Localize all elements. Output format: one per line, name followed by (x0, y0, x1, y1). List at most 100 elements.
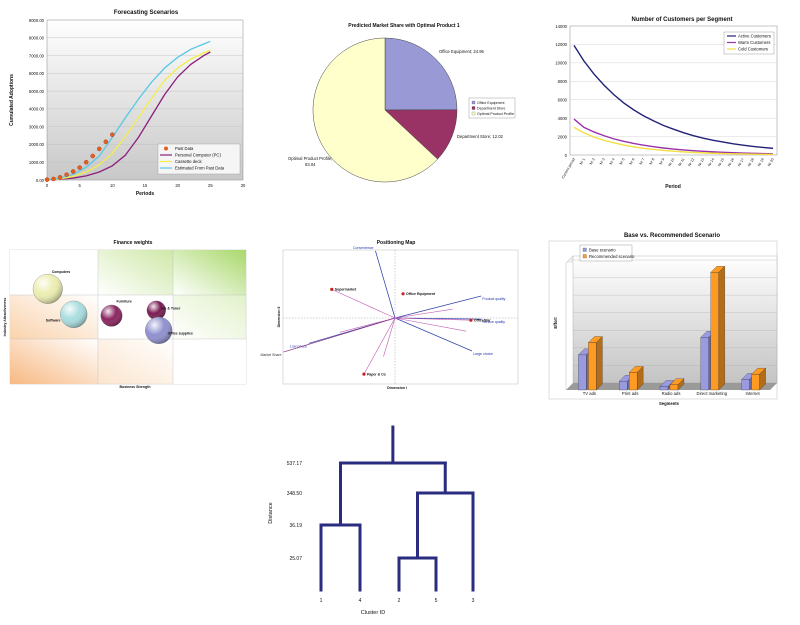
customers-legend-1: Warm Customers (738, 40, 770, 45)
positioning-vector-label: Convenience (353, 246, 373, 250)
scenario-legend-0: Base scenario (589, 248, 616, 253)
forecast-past-point (103, 139, 109, 145)
forecast-past-point (83, 159, 89, 165)
forecast-xtick: 20 (175, 183, 180, 188)
positioning-xlabel: Dimension I (387, 386, 407, 390)
dendrogram-chart: 537.17 348.50 36.19 25.07 1 4 2 5 3 Distance Cl… (268, 425, 475, 616)
positioning-object-line (339, 317, 396, 333)
scenario-xlabel: Segments (659, 401, 680, 406)
customers-xtick: Nr 14 (707, 158, 715, 168)
dendrogram-ytick: 537.17 (287, 461, 303, 467)
scenario-bar (700, 337, 709, 391)
pie-label-2b: 63.04 (305, 162, 316, 167)
pie-label-1: Department Store; 12.02 (457, 134, 504, 139)
pie-slice (312, 37, 438, 183)
scenario-bar (710, 272, 719, 391)
positioning-vector-label: Product quality (482, 297, 505, 301)
forecast-ytick: 4000.00 (29, 107, 45, 112)
positioning-vector-label: Large choice (473, 352, 493, 356)
forecast-legend-3: Estimated From Past Data (175, 166, 225, 171)
pie-label-2a: Optimal Product Profile; (288, 156, 332, 161)
positioning-point (469, 318, 473, 322)
customers-xtick: Nr 8 (649, 158, 656, 166)
forecast-chart: Forecasting Scenarios 0.00 1000.00 2000.00… (9, 10, 246, 197)
forecast-past-point (64, 172, 69, 177)
scenario-bar-side (759, 367, 766, 391)
positioning-object-line (383, 317, 396, 357)
customers-xtick: Nr 5 (619, 158, 626, 166)
dendrogram-leaf-label: 3 (472, 598, 475, 604)
forecast-legend: Past Data Personal Computer (PC) Cassett… (157, 143, 241, 175)
scenario-bar-side (677, 378, 685, 391)
scenario-bar (629, 372, 638, 391)
customers-xtick: Nr 7 (639, 158, 646, 166)
customers-xtick: Current period (561, 158, 576, 180)
positioning-vector (394, 295, 482, 319)
positioning-point-label: OfficeStar (474, 319, 491, 323)
positioning-object-line (394, 317, 471, 321)
forecast-past-point (57, 175, 63, 180)
positioning-vector-label: Service quality (482, 320, 505, 324)
customers-xlabel: Period (665, 184, 681, 190)
forecast-series-line (46, 51, 211, 181)
dendrogram-leaf-label: 4 (359, 598, 362, 604)
scenario-legend: Base scenario Recommended scenario (579, 244, 635, 262)
finance-bubble-shade (60, 300, 88, 328)
customers-xtick: Nr 4 (609, 158, 616, 166)
customers-ytick: 10000 (555, 61, 567, 66)
finance-bubble-label: Furniture (116, 300, 131, 304)
forecast-title: Forecasting Scenarios (114, 10, 179, 16)
dendrogram-ytick: 348.50 (287, 491, 303, 497)
scenario-bar-side (718, 265, 725, 391)
customers-chart: Number of Customers per Segment 0 2000 400… (555, 17, 778, 190)
forecast-ytick: 7000.00 (29, 53, 45, 58)
finance-chart: Finance weights Computers Software Furnitu… (3, 240, 247, 389)
customers-xtick: Nr 17 (737, 158, 745, 168)
forecast-legend-1: Personal Computer (PC) (175, 153, 221, 158)
forecast-series-line (46, 49, 211, 181)
scenario-bar (741, 379, 750, 391)
pie-legend-2: Optimal Product Profile (477, 112, 514, 116)
forecast-past-point (90, 153, 95, 159)
positioning-vector (283, 317, 396, 353)
positioning-ylabel: Dimension II (277, 307, 281, 328)
forecast-legend-0: Past Data (175, 146, 194, 151)
customers-xtick: Nr 9 (659, 158, 666, 166)
dendrogram-leaf-label: 2 (398, 598, 401, 604)
forecast-xtick: 25 (208, 183, 213, 188)
customers-xtick: Nr 1 (579, 158, 586, 166)
customers-xtick: Nr 3 (599, 158, 606, 166)
forecast-legend-2: Cassette deck (175, 159, 202, 164)
positioning-point-label: Paper & Co (367, 372, 386, 376)
scenario-xtick: Radio ads (662, 391, 681, 396)
finance-bubble-shade (100, 304, 123, 327)
customers-xtick: Nr 16 (727, 158, 735, 168)
forecast-ytick: 0.00 (36, 178, 45, 183)
customers-ytick: 8000 (558, 79, 568, 84)
forecast-past-point (44, 177, 50, 182)
scenario-bar (751, 374, 760, 391)
scenario-chart: Base vs. Recommended Scenario TV ads Prin… (548, 233, 778, 406)
pie-legend-1: Department Store (477, 107, 505, 111)
positioning-point-label: Office Equipment (406, 292, 436, 296)
customers-series-line (573, 126, 774, 156)
forecast-ytick: 5000.00 (29, 89, 45, 94)
customers-ytick: 14000 (555, 24, 567, 29)
positioning-vector (394, 317, 473, 352)
scenario-bar (659, 386, 669, 391)
positioning-vector (375, 250, 396, 319)
positioning-object-line (331, 289, 396, 319)
finance-bubble-shade (33, 274, 63, 304)
customers-xtick: Nr 15 (717, 158, 725, 168)
finance-xlabel: Business Strength (120, 385, 151, 389)
market-share-chart: Predicted Market Share with Optimal Prod… (288, 23, 516, 183)
scenario-xtick: TV ads (583, 391, 596, 396)
forecast-series-line (46, 40, 211, 181)
scenario-bar (578, 354, 587, 391)
scenario-xtick: Internet (745, 391, 760, 396)
finance-title: Finance weights (114, 240, 153, 246)
positioning-object-line (394, 317, 467, 332)
dendrogram-ylabel: Distance (268, 502, 274, 523)
positioning-vector-label: Market Share (260, 353, 281, 357)
customers-xtick: Nr 19 (757, 158, 765, 168)
